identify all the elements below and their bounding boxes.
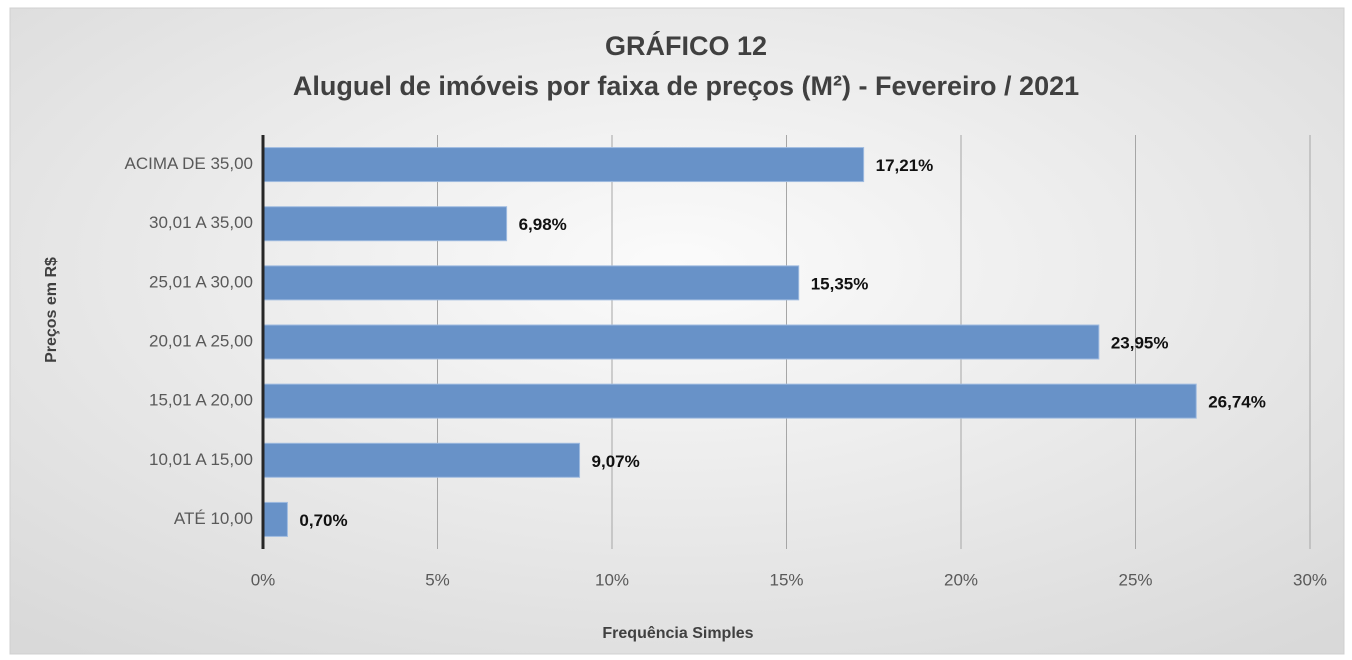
y-tick-label: 30,01 A 35,00 — [149, 213, 253, 232]
y-tick-label: 20,01 A 25,00 — [149, 331, 253, 350]
bar — [262, 442, 581, 478]
y-tick-label: 10,01 A 15,00 — [149, 450, 253, 469]
bar — [262, 324, 1100, 360]
y-axis-label: Preços em R$ — [43, 257, 60, 363]
x-tick-label: 30% — [1293, 570, 1327, 589]
y-tick-label: 15,01 A 20,00 — [149, 391, 253, 410]
bar — [262, 501, 288, 537]
bar — [262, 147, 865, 183]
data-label: 23,95% — [1111, 333, 1169, 352]
x-tick-label: 20% — [944, 570, 978, 589]
data-label: 15,35% — [811, 274, 869, 293]
chart-subtitle: Aluguel de imóveis por faixa de preços (… — [293, 71, 1079, 101]
y-tick-label: ACIMA DE 35,00 — [124, 154, 253, 173]
x-tick-label: 5% — [425, 570, 450, 589]
bar — [262, 206, 508, 242]
data-label: 17,21% — [876, 156, 934, 175]
x-tick-label: 25% — [1118, 570, 1152, 589]
data-label: 0,70% — [299, 511, 347, 530]
x-tick-label: 10% — [595, 570, 629, 589]
x-axis-label: Frequência Simples — [602, 625, 753, 642]
bar — [262, 383, 1197, 419]
data-label: 9,07% — [592, 452, 640, 471]
data-label: 26,74% — [1208, 393, 1266, 412]
y-tick-label: 25,01 A 30,00 — [149, 272, 253, 291]
bar — [262, 265, 800, 301]
data-label: 6,98% — [519, 215, 567, 234]
chart-title: GRÁFICO 12 — [605, 30, 767, 61]
x-tick-label: 15% — [769, 570, 803, 589]
y-tick-label: ATÉ 10,00 — [174, 509, 253, 528]
x-tick-label: 0% — [251, 570, 276, 589]
